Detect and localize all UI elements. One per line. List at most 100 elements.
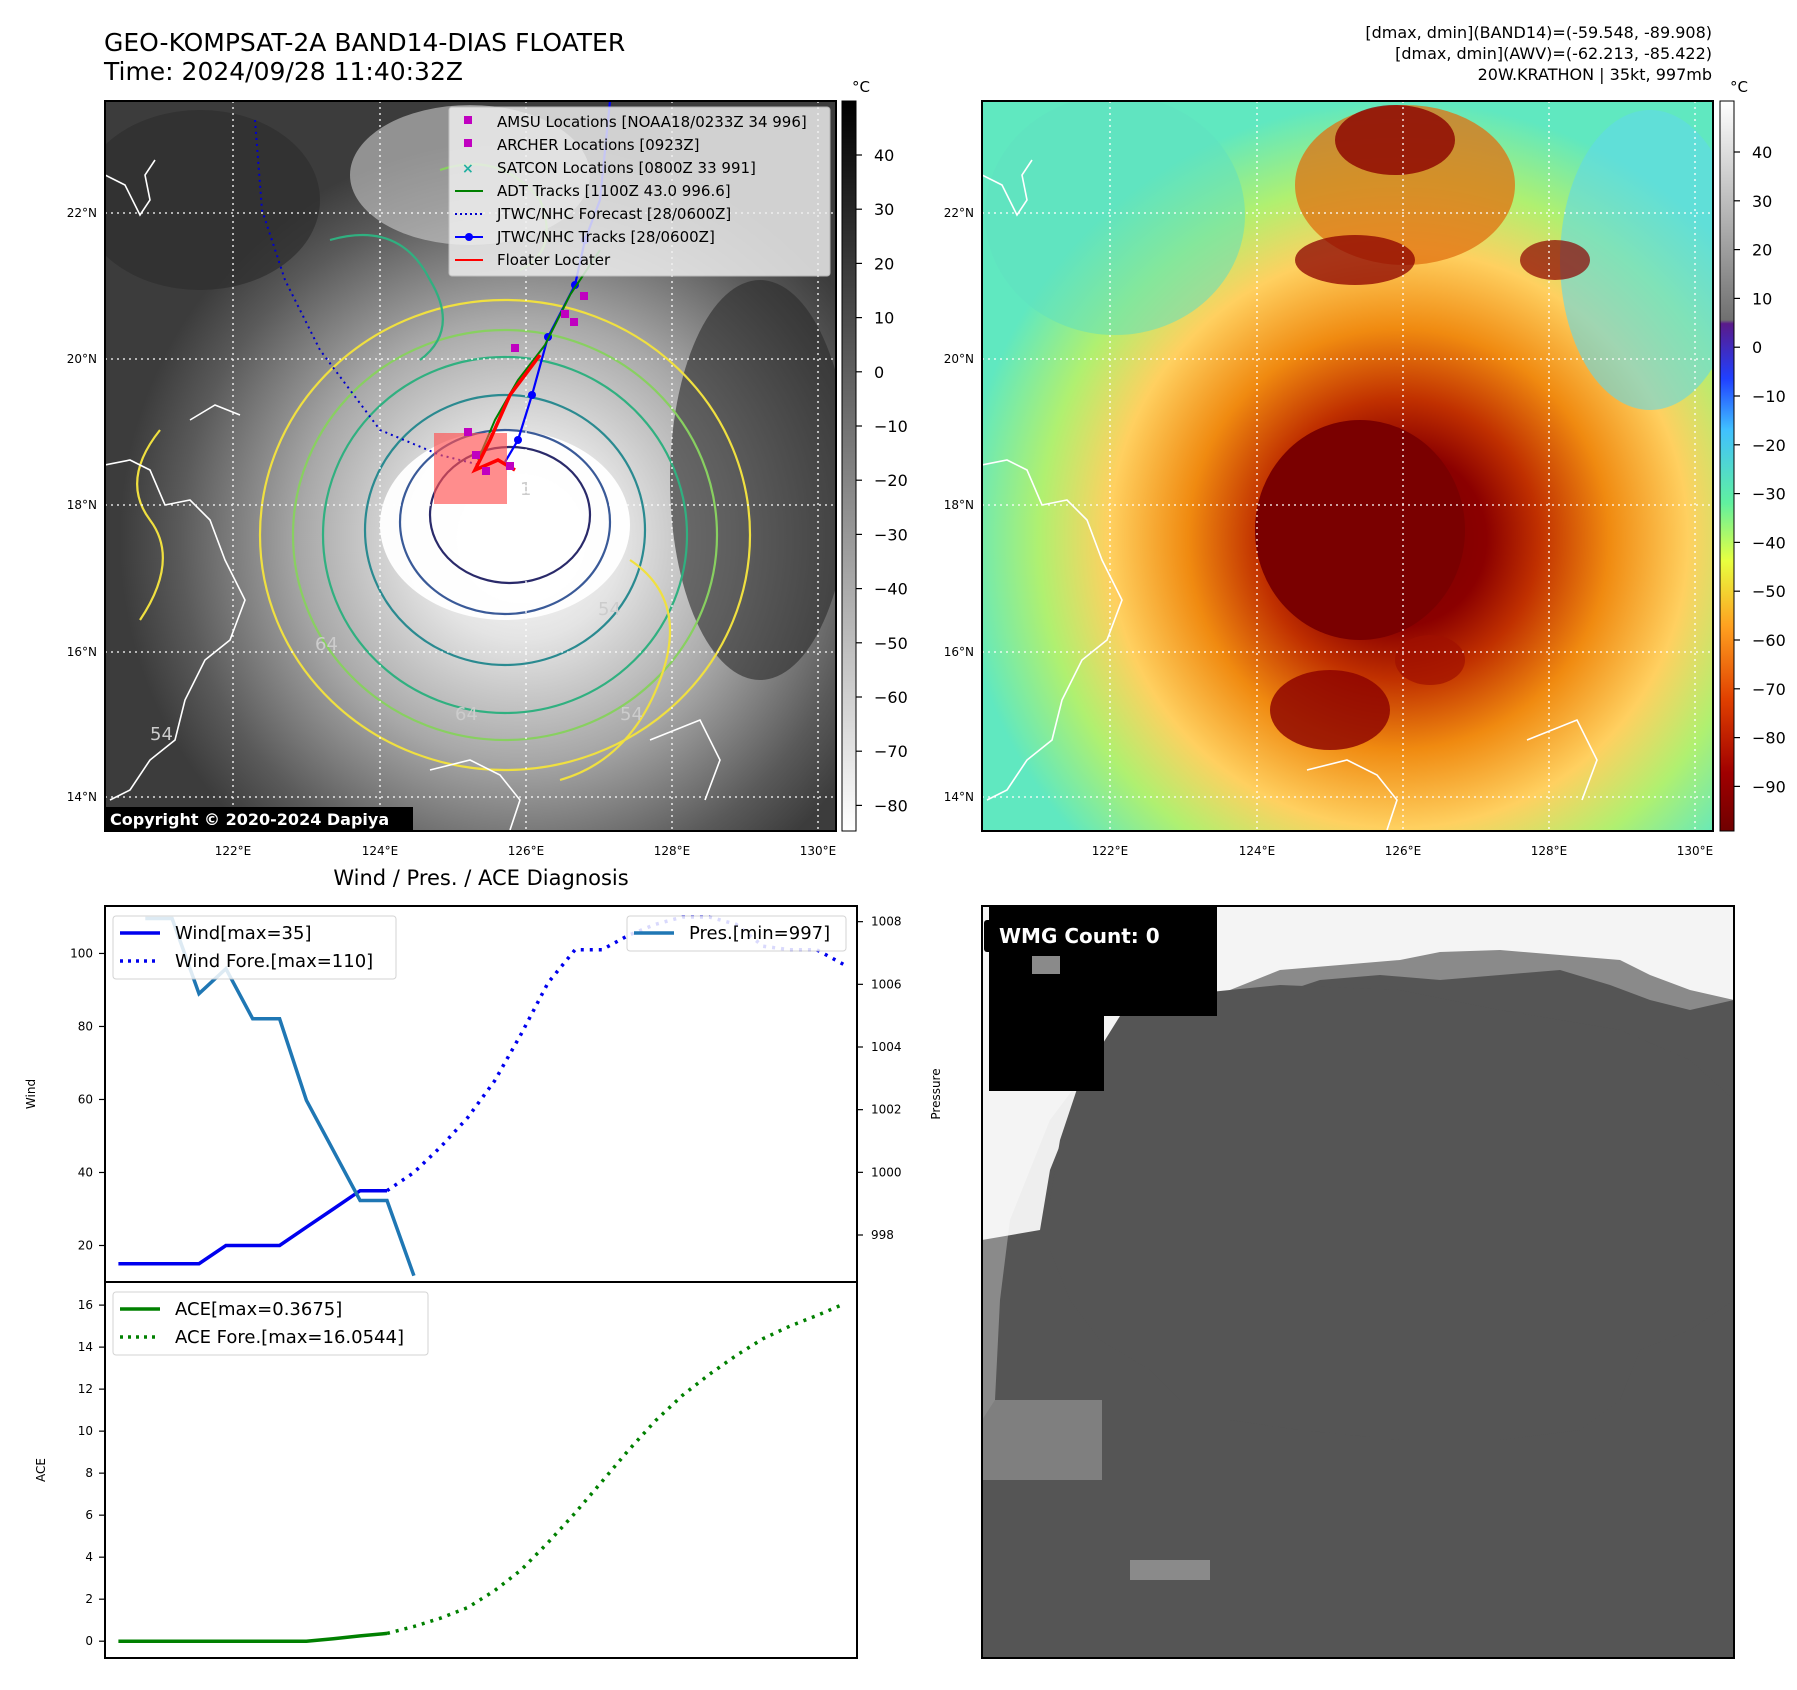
wind-legend: Wind[max=35] Wind Fore.[max=110]	[112, 915, 397, 980]
ace-chart: 0 2 4 6 8 10 12 14 16 ACE ACE[max=0.3675] ACE Fo…	[34, 1281, 858, 1659]
wind-ytick-label: 60	[78, 1092, 93, 1106]
lat-tick: 18°N	[944, 498, 974, 512]
figure-title: GEO-KOMPSAT-2A BAND14-DIAS FLOATER	[104, 28, 625, 57]
info-band14: [dmax, dmin](BAND14)=(-59.548, -89.908)	[1365, 23, 1712, 42]
contour-label: 54	[620, 704, 643, 725]
figure-time: Time: 2024/09/28 11:40:32Z	[103, 57, 463, 86]
wind-pressure-chart: 20 40 60 80 100 998 1000 1002 1004 1006 1008 Wind…	[24, 905, 943, 1283]
ace-legend: ACE[max=0.3675] ACE Fore.[max=16.0544]	[112, 1291, 429, 1356]
gray-colorbar-bar	[841, 100, 857, 832]
series-line-ace-forecast	[386, 1302, 845, 1636]
colorbar-tick-label: 10	[1752, 289, 1772, 308]
pressure-ytick-label: 998	[871, 1228, 894, 1242]
ir-map-axis-labels: 122°E 124°E 126°E 128°E 130°E 22°N 20°N …	[67, 206, 837, 858]
coastline	[105, 159, 721, 831]
contour-label: 54	[150, 724, 173, 745]
colorbar-tick-label: 20	[1752, 241, 1772, 260]
pressure-ytick-label: 1000	[871, 1165, 902, 1179]
floater-locater-track	[471, 353, 542, 474]
pressure-ytick-label: 1008	[871, 915, 902, 929]
ace-ytick-label: 10	[78, 1424, 93, 1438]
wmg-gray-region	[982, 1400, 1102, 1480]
lon-tick: 124°E	[362, 844, 399, 858]
colorbar-tick-label: 0	[874, 363, 884, 382]
lon-tick: 130°E	[800, 844, 837, 858]
colorbar-tick-label: −10	[1752, 387, 1786, 406]
wmg-dark-region	[1050, 985, 1734, 1440]
wind-ytick-label: 100	[70, 946, 93, 960]
wind-legend-box	[112, 915, 397, 980]
color-colorbar-unit: °C	[1730, 78, 1748, 96]
legend-forecast: JTWC/NHC Forecast [28/0600Z]	[496, 205, 731, 223]
lat-tick: 22°N	[67, 206, 97, 220]
colorbar-tick-label: 30	[874, 200, 894, 219]
lat-tick: 22°N	[944, 206, 974, 220]
lon-tick: 124°E	[1239, 844, 1276, 858]
colorbar-tick-label: −60	[874, 688, 908, 707]
legend-ace-fore: ACE Fore.[max=16.0544]	[175, 1327, 404, 1348]
colorbar-tick-label: −80	[874, 796, 908, 815]
lat-tick: 16°N	[944, 645, 974, 659]
colorbar-tick-label: −20	[874, 471, 908, 490]
lat-tick: 14°N	[944, 790, 974, 804]
legend-satcon: SATCON Locations [0800Z 33 991]	[497, 159, 756, 177]
colorbar-tick-label: −60	[1752, 631, 1786, 650]
wind-ytick-label: 20	[78, 1238, 93, 1252]
map-legend: AMSU Locations [NOAA18/0233Z 34 996] ARC…	[448, 106, 831, 277]
ace-ytick-label: 8	[85, 1466, 93, 1480]
ace-ytick-label: 16	[78, 1298, 93, 1312]
wmg-label-box	[984, 920, 1177, 952]
temperature-contours	[136, 163, 752, 782]
ace-ylabel: ACE	[34, 1458, 48, 1482]
legend-archer: ARCHER Locations [0923Z]	[497, 136, 700, 154]
info-storm: 20W.KRATHON | 35kt, 997mb	[1478, 65, 1712, 84]
legend-amsu-marker	[464, 116, 472, 124]
ace-legend-box	[112, 1291, 429, 1356]
lat-tick: 18°N	[67, 498, 97, 512]
legend-archer-marker	[464, 139, 472, 147]
series-line-wind-forecast	[386, 915, 845, 1193]
ace-ytick-label: 12	[78, 1382, 93, 1396]
map-gridlines	[982, 101, 1713, 831]
legend-wind: Wind[max=35]	[175, 923, 312, 944]
wind-ytick-label: 80	[78, 1019, 93, 1033]
enhanced-map-frame	[981, 100, 1714, 832]
colorbar-tick-label: 0	[1752, 338, 1762, 357]
lon-tick: 126°E	[508, 844, 545, 858]
colorbar-tick-label: −10	[874, 417, 908, 436]
colorbar-tick-label: 40	[1752, 143, 1772, 162]
color-colorbar-bar	[1719, 100, 1735, 832]
ir-map-panel: 64 64 54 54 54 1	[104, 100, 837, 832]
series-line-ace	[118, 1631, 388, 1643]
colorbar-tick-label: −80	[1752, 729, 1786, 748]
copyright-text: Copyright © 2020-2024 Dapiya	[110, 810, 389, 829]
info-awv: [dmax, dmin](AWV)=(-62.213, -85.422)	[1395, 44, 1712, 63]
diag-title: Wind / Pres. / ACE Diagnosis	[333, 866, 628, 890]
pressure-ytick-label: 1002	[871, 1103, 902, 1117]
legend-tracks: JTWC/NHC Tracks [28/0600Z]	[496, 228, 715, 246]
contour-label: 64	[455, 704, 478, 725]
colorbar-tick-label: 20	[874, 254, 894, 273]
wmg-label: WMG Count: 0	[999, 924, 1160, 948]
colorbar-tick-label: −20	[1752, 436, 1786, 455]
lon-tick: 128°E	[654, 844, 691, 858]
pressure-legend-box	[626, 915, 847, 952]
contour-label: 54	[598, 599, 621, 620]
legend-ace: ACE[max=0.3675]	[175, 1299, 342, 1320]
colorbar-tick-label: −40	[874, 580, 908, 599]
enhanced-map-axis-labels: 122°E 124°E 126°E 128°E 130°E 22°N 20°N …	[944, 206, 1714, 858]
lat-tick: 20°N	[67, 352, 97, 366]
ace-ytick-label: 6	[85, 1508, 93, 1522]
wmg-panel: WMG Count: 0	[981, 905, 1735, 1659]
colorbar-tick-label: 10	[874, 309, 894, 328]
pressure-ytick-label: 1006	[871, 977, 902, 991]
wind-ytick-label: 40	[78, 1165, 93, 1179]
lat-tick: 16°N	[67, 645, 97, 659]
enhanced-map-panel	[981, 100, 1714, 832]
lon-tick: 130°E	[1677, 844, 1714, 858]
jtwc-forecast-track	[254, 119, 481, 466]
colorbar-tick-label: −70	[1752, 680, 1786, 699]
legend-tracks-dot	[465, 233, 473, 241]
pressure-ylabel: Pressure	[929, 1068, 943, 1119]
pressure-ytick-label: 1004	[871, 1040, 902, 1054]
